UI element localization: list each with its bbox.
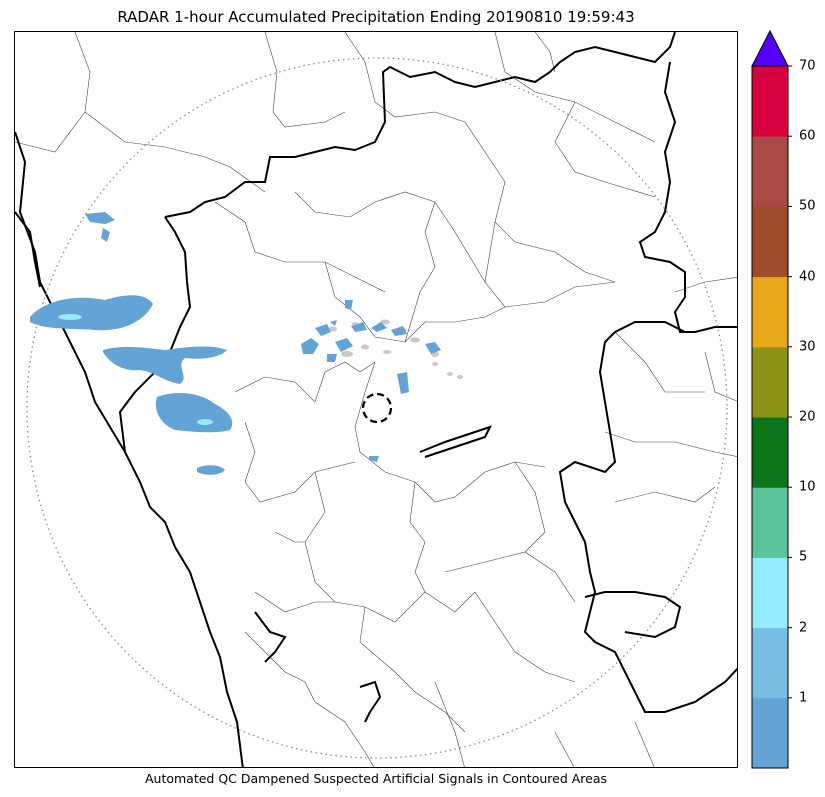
colorbar-tick-label: 1	[799, 690, 808, 706]
state-boundaries	[15, 32, 737, 767]
colorbar-bin	[752, 487, 788, 558]
map-caption: Automated QC Dampened Suspected Artifici…	[144, 771, 608, 786]
colorbar-bin	[752, 276, 788, 348]
colorbar-tick-label: 30	[799, 339, 816, 355]
colorbar-canvas	[751, 29, 792, 769]
colorbar-bin	[752, 557, 788, 629]
precipitation-moderate	[58, 314, 213, 425]
colorbar-tick-label: 60	[799, 128, 816, 144]
colorbar-tick-label: 2	[799, 620, 808, 636]
colorbar-extend-arrow	[751, 29, 789, 67]
colorbar	[751, 29, 792, 769]
colorbar-tick-label: 5	[799, 549, 808, 565]
colorbar-tick-label: 70	[799, 58, 816, 74]
colorbar-tick-label: 10	[799, 479, 816, 495]
precipitation-light	[30, 212, 233, 475]
map-canvas	[15, 32, 737, 767]
colorbar-bin	[752, 697, 788, 769]
radar-range-ring	[26, 57, 728, 759]
colorbar-bin	[752, 627, 788, 699]
radar-site-marker	[361, 392, 393, 424]
colorbar-tick-label: 20	[799, 409, 816, 425]
district-boundaries	[15, 32, 737, 767]
map-title: RADAR 1-hour Accumulated Precipitation E…	[117, 8, 635, 26]
colorbar-bin	[752, 417, 788, 488]
radar-map	[14, 31, 738, 768]
colorbar-bin	[752, 136, 788, 207]
colorbar-bin	[752, 66, 788, 137]
colorbar-tick-label: 50	[799, 198, 816, 214]
colorbar-bin	[752, 206, 788, 278]
suspect-signal-area	[301, 300, 463, 462]
colorbar-tick-label: 40	[799, 269, 816, 285]
colorbar-bin	[752, 346, 788, 418]
